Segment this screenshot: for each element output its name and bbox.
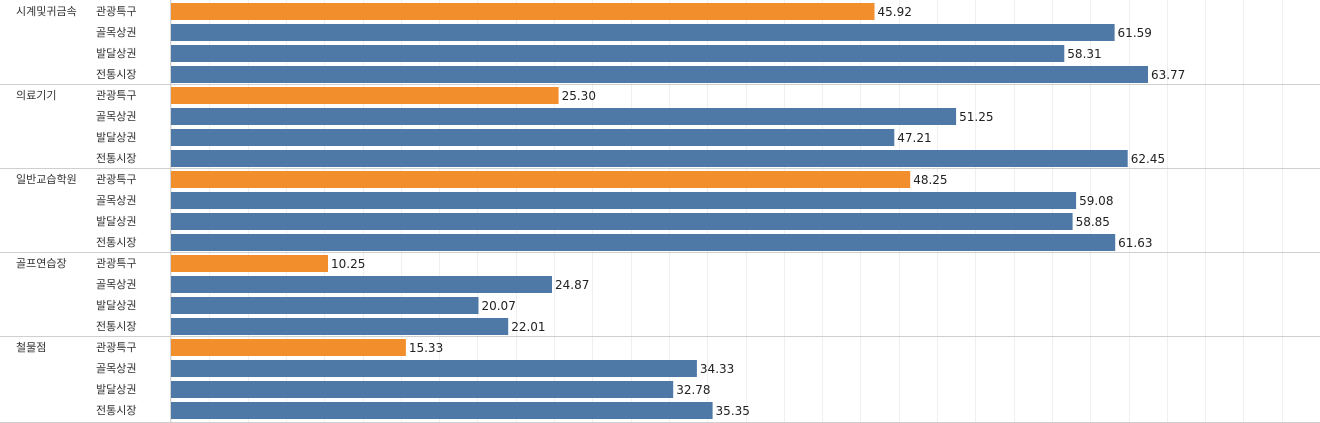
- category-label: 전통시장: [96, 320, 136, 333]
- category-label: 전통시장: [96, 404, 136, 417]
- bar: [171, 87, 559, 104]
- value-label: 35.35: [716, 404, 750, 418]
- category-label: 관광특구: [96, 173, 136, 186]
- category-label: 골목상권: [96, 194, 136, 207]
- value-label: 63.77: [1151, 68, 1185, 82]
- bar: [171, 171, 911, 188]
- bar: [171, 66, 1148, 83]
- value-label: 24.87: [555, 278, 589, 292]
- category-label: 전통시장: [96, 152, 136, 165]
- bar: [171, 255, 328, 272]
- value-label: 58.85: [1076, 215, 1110, 229]
- value-labels: 45.92 61.59 58.31 63.77 25.30 51.25 47.21 62.45…: [331, 5, 1185, 418]
- bar: [171, 402, 713, 419]
- value-label: 15.33: [409, 341, 443, 355]
- value-label: 22.01: [511, 320, 545, 334]
- value-label: 48.25: [913, 173, 947, 187]
- category-label: 전통시장: [96, 236, 136, 249]
- bar: [171, 3, 875, 20]
- bar: [171, 234, 1116, 251]
- bars: [171, 3, 1148, 419]
- value-label: 61.63: [1118, 236, 1152, 250]
- category-label: 발달상권: [96, 299, 136, 312]
- value-label: 34.33: [700, 362, 734, 376]
- group-label: 골프연습장: [16, 257, 67, 270]
- group-label: 일반교습학원: [16, 172, 77, 186]
- category-label: 골목상권: [96, 278, 136, 291]
- value-label: 61.59: [1118, 26, 1152, 40]
- bar: [171, 276, 552, 293]
- bar: [171, 297, 479, 314]
- category-label: 발달상권: [96, 383, 136, 396]
- bar: [171, 213, 1073, 230]
- category-label: 관광특구: [96, 89, 136, 102]
- value-label: 62.45: [1131, 152, 1165, 166]
- value-label: 10.25: [331, 257, 365, 271]
- group-label: 철물점: [16, 341, 46, 354]
- group-separators: [0, 84, 1320, 423]
- category-label: 골목상권: [96, 362, 136, 375]
- group-label: 시계및귀금속: [16, 5, 77, 18]
- category-label: 발달상권: [96, 47, 136, 60]
- bar: [171, 129, 895, 146]
- category-label: 골목상권: [96, 26, 136, 39]
- bar: [171, 24, 1115, 41]
- value-label: 47.21: [897, 131, 931, 145]
- bar: [171, 150, 1128, 167]
- gridlines: [170, 0, 1283, 423]
- group-label: 의료기기: [16, 89, 56, 102]
- value-label: 45.92: [877, 5, 911, 19]
- category-label: 골목상권: [96, 110, 136, 123]
- category-label: 관광특구: [96, 5, 136, 18]
- category-label: 관광특구: [96, 341, 136, 354]
- bar: [171, 192, 1077, 209]
- bar: [171, 381, 674, 398]
- value-label: 25.30: [562, 89, 596, 103]
- bar: [171, 108, 957, 125]
- value-label: 32.78: [676, 383, 710, 397]
- bar: [171, 339, 406, 356]
- category-label: 관광특구: [96, 257, 136, 270]
- bar: [171, 45, 1065, 62]
- bar: [171, 318, 509, 335]
- value-label: 51.25: [959, 110, 993, 124]
- value-label: 20.07: [481, 299, 515, 313]
- category-label: 발달상권: [96, 131, 136, 144]
- value-label: 58.31: [1067, 47, 1101, 61]
- bar: [171, 360, 697, 377]
- value-label: 59.08: [1079, 194, 1113, 208]
- category-label: 발달상권: [96, 215, 136, 228]
- category-label: 전통시장: [96, 68, 136, 81]
